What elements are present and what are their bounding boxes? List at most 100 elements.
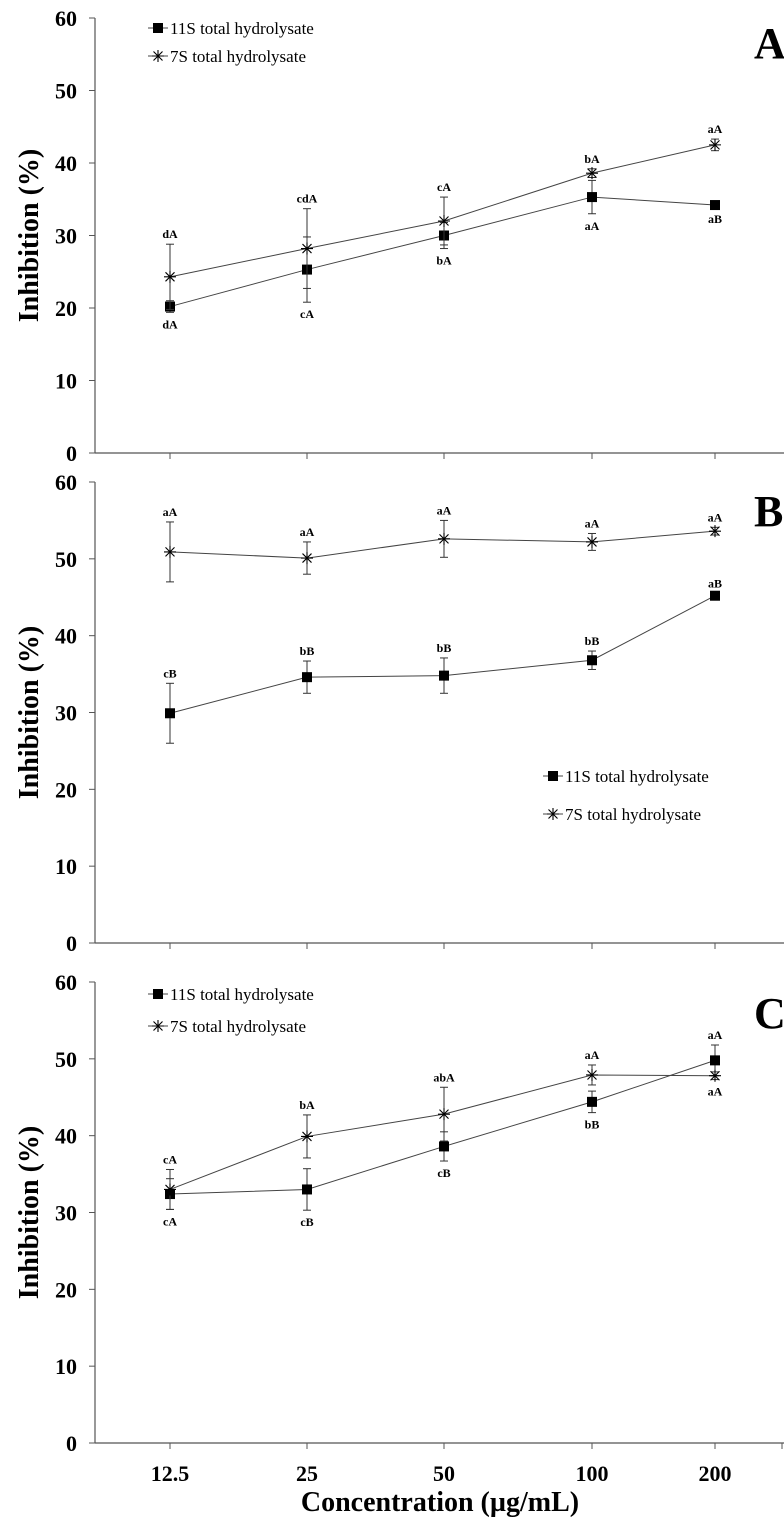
y-tick-label: 30 — [55, 1201, 77, 1226]
y-tick-label: 50 — [55, 547, 77, 572]
y-tick-label: 30 — [55, 701, 77, 726]
data-point — [710, 1055, 720, 1066]
significance-label: aA — [437, 503, 452, 517]
significance-label: bA — [436, 254, 452, 268]
data-point — [153, 989, 163, 999]
data-point — [152, 1020, 164, 1032]
significance-label: aB — [708, 212, 722, 226]
significance-label: aA — [708, 1085, 723, 1099]
y-tick-label: 60 — [55, 970, 77, 995]
data-point — [439, 1141, 449, 1152]
x-tick-label: 200 — [699, 1461, 732, 1486]
x-tick-label: 25 — [296, 1461, 318, 1486]
data-point — [586, 167, 598, 180]
data-point — [438, 1108, 450, 1121]
data-point — [153, 23, 163, 33]
data-point — [302, 1184, 312, 1195]
data-point — [302, 672, 312, 683]
significance-label: cB — [163, 666, 176, 680]
significance-label: dA — [162, 227, 178, 241]
x-tick-label: 50 — [433, 1461, 455, 1486]
panel-letter: A — [754, 19, 784, 68]
data-point — [710, 200, 720, 211]
data-point — [439, 670, 449, 681]
y-tick-label: 20 — [55, 777, 77, 802]
legend-label: 7S total hydrolysate — [170, 47, 306, 66]
data-point — [710, 590, 720, 601]
data-point — [301, 242, 313, 255]
series-7s: aA aA aA aA aA — [163, 503, 723, 583]
data-point — [709, 525, 721, 538]
data-point — [587, 655, 597, 666]
significance-label: aA — [163, 505, 178, 519]
significance-label: abA — [433, 1070, 455, 1084]
legend-label: 11S total hydrolysate — [170, 19, 314, 38]
significance-label: aA — [585, 219, 600, 233]
y-tick-label: 30 — [55, 224, 77, 249]
y-axis-label: Inhibition (%) — [14, 1126, 45, 1300]
data-point — [709, 1069, 721, 1082]
legend: 11S total hydrolysate 7S total hydrolysat… — [148, 19, 314, 66]
x-tick-label: 100 — [576, 1461, 609, 1486]
data-point — [164, 1183, 176, 1196]
significance-label: aA — [300, 525, 315, 539]
y-tick-label: 40 — [55, 624, 77, 649]
significance-label: bB — [300, 644, 315, 658]
y-tick-label: 20 — [55, 1277, 77, 1302]
legend: 11S total hydrolysate 7S total hydrolysat… — [543, 767, 709, 824]
y-tick-label: 20 — [55, 296, 77, 321]
y-tick-label: 50 — [55, 1047, 77, 1072]
legend-label: 7S total hydrolysate — [170, 1017, 306, 1036]
significance-label: bA — [299, 1098, 315, 1112]
y-axis-label: Inhibition (%) — [14, 149, 45, 323]
data-point — [438, 532, 450, 545]
data-point — [548, 771, 558, 781]
y-tick-label: 10 — [55, 369, 77, 394]
data-point — [587, 192, 597, 203]
significance-label: bB — [437, 641, 452, 655]
y-tick-label: 40 — [55, 1124, 77, 1149]
significance-label: cA — [300, 307, 314, 321]
x-axis-label: Concentration (µg/mL) — [301, 1487, 579, 1518]
data-point — [547, 808, 559, 820]
significance-label: cA — [437, 180, 451, 194]
legend-label: 7S total hydrolysate — [565, 805, 701, 824]
series-line — [169, 196, 716, 308]
series-7s: cA bA abA aA aA — [163, 1048, 723, 1210]
significance-label: bA — [584, 152, 600, 166]
y-tick-label: 0 — [66, 441, 77, 466]
data-point — [587, 1096, 597, 1107]
significance-label: cdA — [297, 192, 318, 206]
series-11s: cA cB cB bB aA — [163, 1028, 723, 1229]
data-point — [301, 552, 313, 565]
y-tick-label: 50 — [55, 79, 77, 104]
data-point — [165, 708, 175, 719]
legend: 11S total hydrolysate 7S total hydrolysat… — [148, 985, 314, 1036]
data-point — [164, 270, 176, 283]
data-point — [438, 215, 450, 227]
y-tick-label: 0 — [66, 1431, 77, 1456]
panel-letter: B — [754, 487, 783, 536]
chart-panel-b: 0 10 20 30 40 50 60 Inhibition (%) BcB bB bB bB aB aA… — [14, 470, 784, 956]
y-axis-label: Inhibition (%) — [14, 626, 45, 800]
series-11s: dA cA bA aA aB — [162, 179, 722, 331]
legend-label: 11S total hydrolysate — [170, 985, 314, 1004]
significance-label: cB — [437, 1166, 450, 1180]
y-tick-label: 40 — [55, 151, 77, 176]
panel-letter: C — [754, 989, 784, 1038]
chart-panel-c: 0 10 20 30 40 50 60 12.5 25 50 100 200 Inhibition (%… — [14, 970, 784, 1518]
x-tick-label: 12.5 — [151, 1461, 190, 1486]
data-point — [586, 535, 598, 548]
y-tick-label: 60 — [55, 470, 77, 495]
data-point — [301, 1130, 313, 1143]
significance-label: aA — [708, 122, 723, 136]
significance-label: aA — [708, 1028, 723, 1042]
data-point — [709, 138, 721, 151]
significance-label: aA — [708, 510, 723, 524]
y-tick-label: 10 — [55, 854, 77, 879]
series-line — [169, 530, 716, 559]
y-tick-label: 0 — [66, 931, 77, 956]
significance-label: aB — [708, 576, 722, 590]
significance-label: bB — [585, 634, 600, 648]
